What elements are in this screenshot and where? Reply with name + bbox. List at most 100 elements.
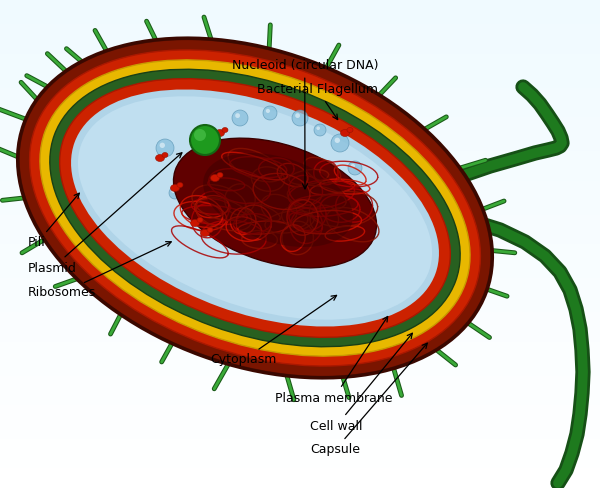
Ellipse shape: [194, 129, 206, 141]
Bar: [0, 93, 600, 98]
Bar: [0, 268, 600, 273]
Ellipse shape: [179, 172, 185, 178]
Bar: [0, 483, 600, 488]
Bar: [0, 390, 600, 395]
Bar: [0, 122, 600, 127]
Text: Plasma membrane: Plasma membrane: [275, 317, 392, 405]
Bar: [0, 415, 600, 420]
Bar: [0, 342, 600, 346]
Bar: [0, 298, 600, 303]
Bar: [0, 239, 600, 244]
Bar: [0, 117, 600, 122]
Bar: [0, 29, 600, 34]
Ellipse shape: [314, 124, 326, 136]
Ellipse shape: [332, 212, 344, 224]
Bar: [0, 54, 600, 59]
Bar: [0, 303, 600, 307]
Ellipse shape: [191, 220, 199, 226]
Bar: [0, 205, 600, 210]
Bar: [0, 395, 600, 400]
Ellipse shape: [40, 60, 470, 356]
Bar: [0, 137, 600, 142]
Bar: [0, 5, 600, 10]
Ellipse shape: [303, 226, 317, 240]
Bar: [0, 83, 600, 88]
Ellipse shape: [172, 189, 175, 193]
Ellipse shape: [207, 227, 213, 232]
Bar: [0, 254, 600, 259]
Bar: [0, 59, 600, 63]
Bar: [0, 405, 600, 410]
Ellipse shape: [217, 172, 223, 178]
Bar: [0, 190, 600, 195]
Bar: [0, 259, 600, 264]
Text: Plasmid: Plasmid: [28, 153, 182, 274]
Text: Capsule: Capsule: [310, 343, 427, 456]
Bar: [0, 88, 600, 93]
Ellipse shape: [203, 153, 353, 247]
Bar: [0, 112, 600, 117]
Bar: [0, 327, 600, 332]
Bar: [0, 249, 600, 254]
Ellipse shape: [351, 164, 355, 168]
Bar: [0, 132, 600, 137]
Ellipse shape: [263, 106, 277, 120]
Ellipse shape: [203, 126, 217, 140]
Bar: [0, 24, 600, 29]
Bar: [0, 107, 600, 112]
Ellipse shape: [59, 79, 451, 337]
Bar: [0, 400, 600, 405]
Ellipse shape: [19, 39, 491, 377]
Bar: [0, 195, 600, 200]
Text: Pili: Pili: [28, 193, 79, 249]
Bar: [0, 322, 600, 327]
Bar: [0, 78, 600, 83]
Ellipse shape: [217, 189, 220, 193]
Bar: [0, 434, 600, 439]
Bar: [0, 361, 600, 366]
Bar: [0, 366, 600, 371]
Bar: [0, 454, 600, 459]
Bar: [0, 468, 600, 473]
Ellipse shape: [206, 129, 210, 133]
Bar: [0, 425, 600, 429]
Text: Ribosomes: Ribosomes: [28, 242, 171, 300]
Ellipse shape: [187, 155, 190, 158]
Bar: [0, 429, 600, 434]
Bar: [0, 127, 600, 132]
Ellipse shape: [192, 210, 208, 226]
Ellipse shape: [223, 226, 237, 240]
Bar: [0, 449, 600, 454]
Ellipse shape: [155, 155, 164, 162]
Bar: [0, 307, 600, 312]
Ellipse shape: [190, 125, 220, 155]
Ellipse shape: [50, 69, 460, 346]
Bar: [0, 278, 600, 283]
Bar: [0, 215, 600, 220]
Bar: [0, 176, 600, 181]
Bar: [0, 171, 600, 176]
Text: Bacterial Flagellum: Bacterial Flagellum: [257, 83, 378, 120]
Bar: [0, 220, 600, 224]
Ellipse shape: [281, 236, 285, 240]
Bar: [0, 351, 600, 356]
Bar: [0, 229, 600, 234]
Bar: [0, 376, 600, 381]
Bar: [0, 478, 600, 483]
Bar: [0, 346, 600, 351]
Ellipse shape: [331, 134, 349, 152]
Bar: [0, 166, 600, 171]
Ellipse shape: [162, 152, 168, 158]
Ellipse shape: [215, 129, 224, 137]
Ellipse shape: [232, 110, 248, 126]
Bar: [0, 273, 600, 278]
Bar: [0, 34, 600, 39]
Bar: [0, 473, 600, 478]
Bar: [0, 44, 600, 49]
Bar: [0, 464, 600, 468]
Ellipse shape: [185, 153, 195, 163]
Ellipse shape: [347, 127, 353, 133]
Text: Nucleoid (circular DNA): Nucleoid (circular DNA): [232, 60, 378, 189]
Ellipse shape: [279, 234, 291, 246]
Ellipse shape: [29, 50, 481, 366]
